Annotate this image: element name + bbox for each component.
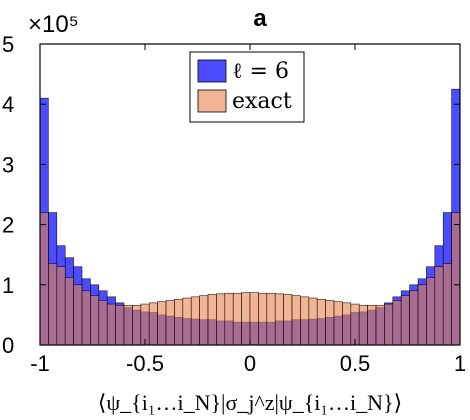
legend: ℓ = 6 exact bbox=[189, 51, 305, 123]
bar-series-1-bin-27 bbox=[266, 292, 276, 346]
bar-series-1-bin-15 bbox=[165, 300, 175, 346]
bar-series-1-bin-33 bbox=[316, 298, 326, 346]
legend-label-1: exact bbox=[232, 89, 292, 114]
legend-swatch-1 bbox=[197, 89, 227, 113]
bar-series-1-bin-38 bbox=[358, 304, 368, 346]
bar-series-1-bin-30 bbox=[291, 295, 301, 346]
ticks-layer: -1 -0.5 0 0.5 1 0 1 2 3 4 5 bbox=[2, 32, 466, 376]
bar-series-1-bin-26 bbox=[258, 292, 268, 346]
bar-series-1-bin-10 bbox=[123, 304, 133, 346]
bar-series-1-bin-48 bbox=[442, 263, 452, 346]
bar-series-1-bin-34 bbox=[325, 300, 335, 346]
x-tick-label: 0 bbox=[244, 351, 256, 376]
bar-series-1-bin-13 bbox=[148, 302, 158, 346]
bar-series-1-bin-12 bbox=[140, 303, 150, 346]
bar-series-1-bin-4 bbox=[73, 284, 83, 346]
legend-label-0: ℓ = 6 bbox=[232, 59, 289, 84]
bar-series-1-bin-19 bbox=[199, 295, 209, 346]
bar-series-1-bin-3 bbox=[64, 277, 74, 346]
bar-series-1-bin-28 bbox=[274, 293, 284, 346]
x-tick-label: 0.5 bbox=[340, 351, 371, 376]
bar-series-1-bin-1 bbox=[48, 263, 58, 346]
x-tick-label: 1 bbox=[454, 351, 466, 376]
bar-series-1-bin-18 bbox=[190, 296, 200, 346]
x-tick-label: -0.5 bbox=[126, 351, 164, 376]
bar-series-1-bin-9 bbox=[115, 304, 125, 346]
bar-series-1-bin-21 bbox=[216, 293, 226, 346]
bar-series-1-bin-17 bbox=[182, 297, 192, 346]
chart-title: a bbox=[253, 5, 267, 32]
bars-layer bbox=[39, 88, 461, 346]
bar-series-1-bin-37 bbox=[350, 303, 360, 346]
x-tick-label: -1 bbox=[30, 351, 50, 376]
y-tick-label: 1 bbox=[2, 273, 14, 298]
bar-series-1-bin-49 bbox=[451, 212, 461, 346]
bar-series-1-bin-32 bbox=[308, 297, 318, 346]
bar-series-1-bin-6 bbox=[90, 295, 100, 346]
y-tick-label: 5 bbox=[2, 32, 14, 57]
bar-series-1-bin-29 bbox=[283, 294, 293, 346]
bar-series-1-bin-2 bbox=[56, 266, 66, 346]
y-tick-label: 4 bbox=[2, 92, 14, 117]
bar-series-1-bin-42 bbox=[392, 300, 402, 346]
bar-series-1-bin-11 bbox=[132, 304, 142, 346]
bar-series-1-bin-44 bbox=[409, 290, 419, 346]
bar-series-1-bin-5 bbox=[81, 290, 91, 346]
bar-series-1-bin-0 bbox=[39, 212, 49, 346]
bar-series-1-bin-7 bbox=[98, 300, 108, 346]
bar-series-1-bin-47 bbox=[434, 266, 444, 346]
bar-series-1-bin-39 bbox=[367, 304, 377, 346]
bar-series-1-bin-22 bbox=[224, 292, 234, 346]
bar-series-1-bin-41 bbox=[384, 303, 394, 346]
bar-series-1-bin-36 bbox=[342, 302, 352, 346]
bar-series-1-bin-23 bbox=[232, 292, 242, 346]
bar-series-1-bin-46 bbox=[426, 277, 436, 346]
y-tick-label: 2 bbox=[2, 213, 14, 238]
bar-series-1-bin-20 bbox=[207, 294, 217, 346]
bar-series-1-bin-35 bbox=[333, 301, 343, 346]
bar-series-1-bin-43 bbox=[400, 295, 410, 346]
y-tick-label: 0 bbox=[2, 333, 14, 358]
bar-series-1-bin-25 bbox=[249, 292, 259, 346]
bar-series-1-bin-8 bbox=[106, 303, 116, 346]
legend-swatch-0 bbox=[197, 59, 227, 83]
bar-series-1-bin-16 bbox=[174, 298, 184, 346]
bar-series-1-bin-45 bbox=[417, 284, 427, 346]
y-tick-label: 3 bbox=[2, 152, 14, 177]
bar-series-1-bin-24 bbox=[241, 292, 251, 346]
bar-series-1-bin-14 bbox=[157, 301, 167, 346]
bar-series-1-bin-31 bbox=[300, 296, 310, 346]
x-axis-label: ⟨ψ_{i₁…i_N}|σ_j^z|ψ_{i₁…i_N}⟩ bbox=[98, 390, 402, 415]
bar-series-1-bin-40 bbox=[375, 304, 385, 346]
y-scale-multiplier: ×10⁵ bbox=[28, 11, 79, 38]
